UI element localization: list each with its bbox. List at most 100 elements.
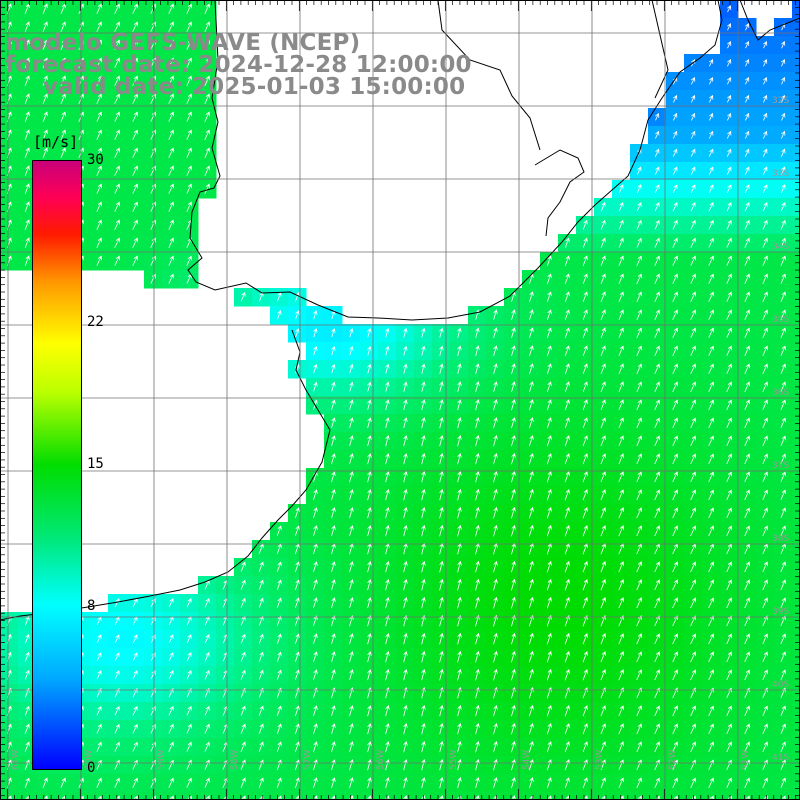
wind-arrow <box>204 75 210 86</box>
wind-arrow <box>726 148 732 157</box>
wind-arrow <box>636 723 642 735</box>
wind-arrow <box>294 597 300 609</box>
wind-arrow <box>600 345 606 357</box>
wind-arrow <box>421 722 426 735</box>
wind-arrow <box>636 309 642 320</box>
wind-arrow <box>276 705 282 716</box>
wind-arrow <box>744 705 750 716</box>
wind-arrow <box>780 741 786 752</box>
wind-arrow <box>763 94 768 103</box>
wind-arrow <box>528 524 534 537</box>
wind-arrow <box>636 345 642 356</box>
wind-arrow <box>313 507 318 519</box>
wind-arrow <box>709 795 714 800</box>
wind-arrow <box>294 579 300 591</box>
wind-arrow <box>114 777 120 788</box>
wind-arrow <box>421 363 426 374</box>
wind-arrow <box>114 741 120 752</box>
wind-arrow <box>385 560 390 573</box>
wind-arrow <box>294 777 300 789</box>
wind-arrow <box>439 740 444 753</box>
wind-arrow <box>204 147 210 158</box>
wind-arrow <box>96 670 102 680</box>
wind-arrow <box>349 723 354 735</box>
wind-arrow <box>475 596 480 609</box>
wind-arrow <box>511 650 516 663</box>
wind-arrow <box>150 183 156 194</box>
wind-arrow <box>96 219 102 230</box>
wind-arrow <box>168 670 174 680</box>
wind-arrow <box>493 327 498 339</box>
wind-arrow <box>762 184 768 194</box>
wind-arrow <box>744 345 750 356</box>
wind-arrow <box>690 453 696 464</box>
wind-arrow <box>403 524 408 537</box>
wind-arrow <box>600 255 606 266</box>
wind-arrow <box>475 560 480 573</box>
wind-arrow <box>762 237 768 248</box>
wind-arrow <box>636 381 642 392</box>
wind-arrow <box>150 57 156 68</box>
wind-arrow <box>546 417 552 429</box>
wind-arrow <box>60 777 66 788</box>
wind-arrow <box>186 3 192 14</box>
wind-arrow <box>636 255 642 266</box>
wind-arrow <box>276 669 282 680</box>
wind-arrow <box>439 417 444 429</box>
wind-arrow <box>600 651 606 663</box>
wind-arrow <box>546 596 552 609</box>
wind-arrow <box>780 705 786 716</box>
lat-label: 34S <box>772 242 789 252</box>
wind-arrow <box>636 651 642 663</box>
wind-arrow <box>528 705 534 717</box>
wind-arrow <box>708 723 714 734</box>
wind-arrow <box>349 633 354 645</box>
wind-arrow <box>636 489 642 501</box>
wind-arrow <box>546 291 552 303</box>
colorbar-tick-label: 0 <box>87 760 96 776</box>
wind-arrow <box>457 740 462 753</box>
wind-arrow <box>150 129 156 140</box>
wind-arrow <box>672 651 678 663</box>
wind-arrow <box>727 5 732 13</box>
wind-arrow <box>331 507 336 519</box>
wind-arrow <box>367 597 372 609</box>
wind-arrow <box>600 507 606 519</box>
wind-arrow <box>582 723 588 735</box>
wind-arrow <box>618 489 624 501</box>
wind-arrow <box>276 561 282 572</box>
wind-arrow <box>240 597 246 608</box>
wind-arrow <box>493 705 498 717</box>
wind-arrow <box>258 633 264 644</box>
wind-cell <box>792 360 800 379</box>
wind-arrow <box>564 525 570 537</box>
wind-arrow <box>439 758 444 771</box>
wind-cell <box>792 630 800 649</box>
wind-arrow <box>690 273 696 284</box>
wind-arrow <box>582 525 588 537</box>
wind-arrow <box>150 111 156 122</box>
wind-arrow <box>96 237 102 248</box>
wind-arrow <box>744 651 750 662</box>
wind-arrow <box>708 309 714 320</box>
wind-arrow <box>780 363 786 374</box>
wind-arrow <box>24 183 30 195</box>
wind-arrow <box>762 291 768 302</box>
wind-arrow <box>546 399 552 411</box>
wind-arrow <box>403 759 408 771</box>
wind-arrow <box>708 471 714 482</box>
wind-arrow <box>439 614 444 627</box>
wind-arrow <box>690 615 696 627</box>
wind-arrow <box>132 75 138 86</box>
wind-arrow <box>258 597 264 608</box>
wind-arrow <box>367 417 372 429</box>
wind-arrow <box>618 381 624 393</box>
wind-arrow <box>114 147 120 158</box>
wind-arrow <box>493 452 498 465</box>
wind-arrow <box>24 57 30 69</box>
wind-arrow <box>511 668 516 681</box>
wind-arrow <box>493 399 498 411</box>
wind-arrow <box>780 777 786 788</box>
wind-arrow <box>762 633 768 645</box>
wind-arrow <box>654 525 660 537</box>
